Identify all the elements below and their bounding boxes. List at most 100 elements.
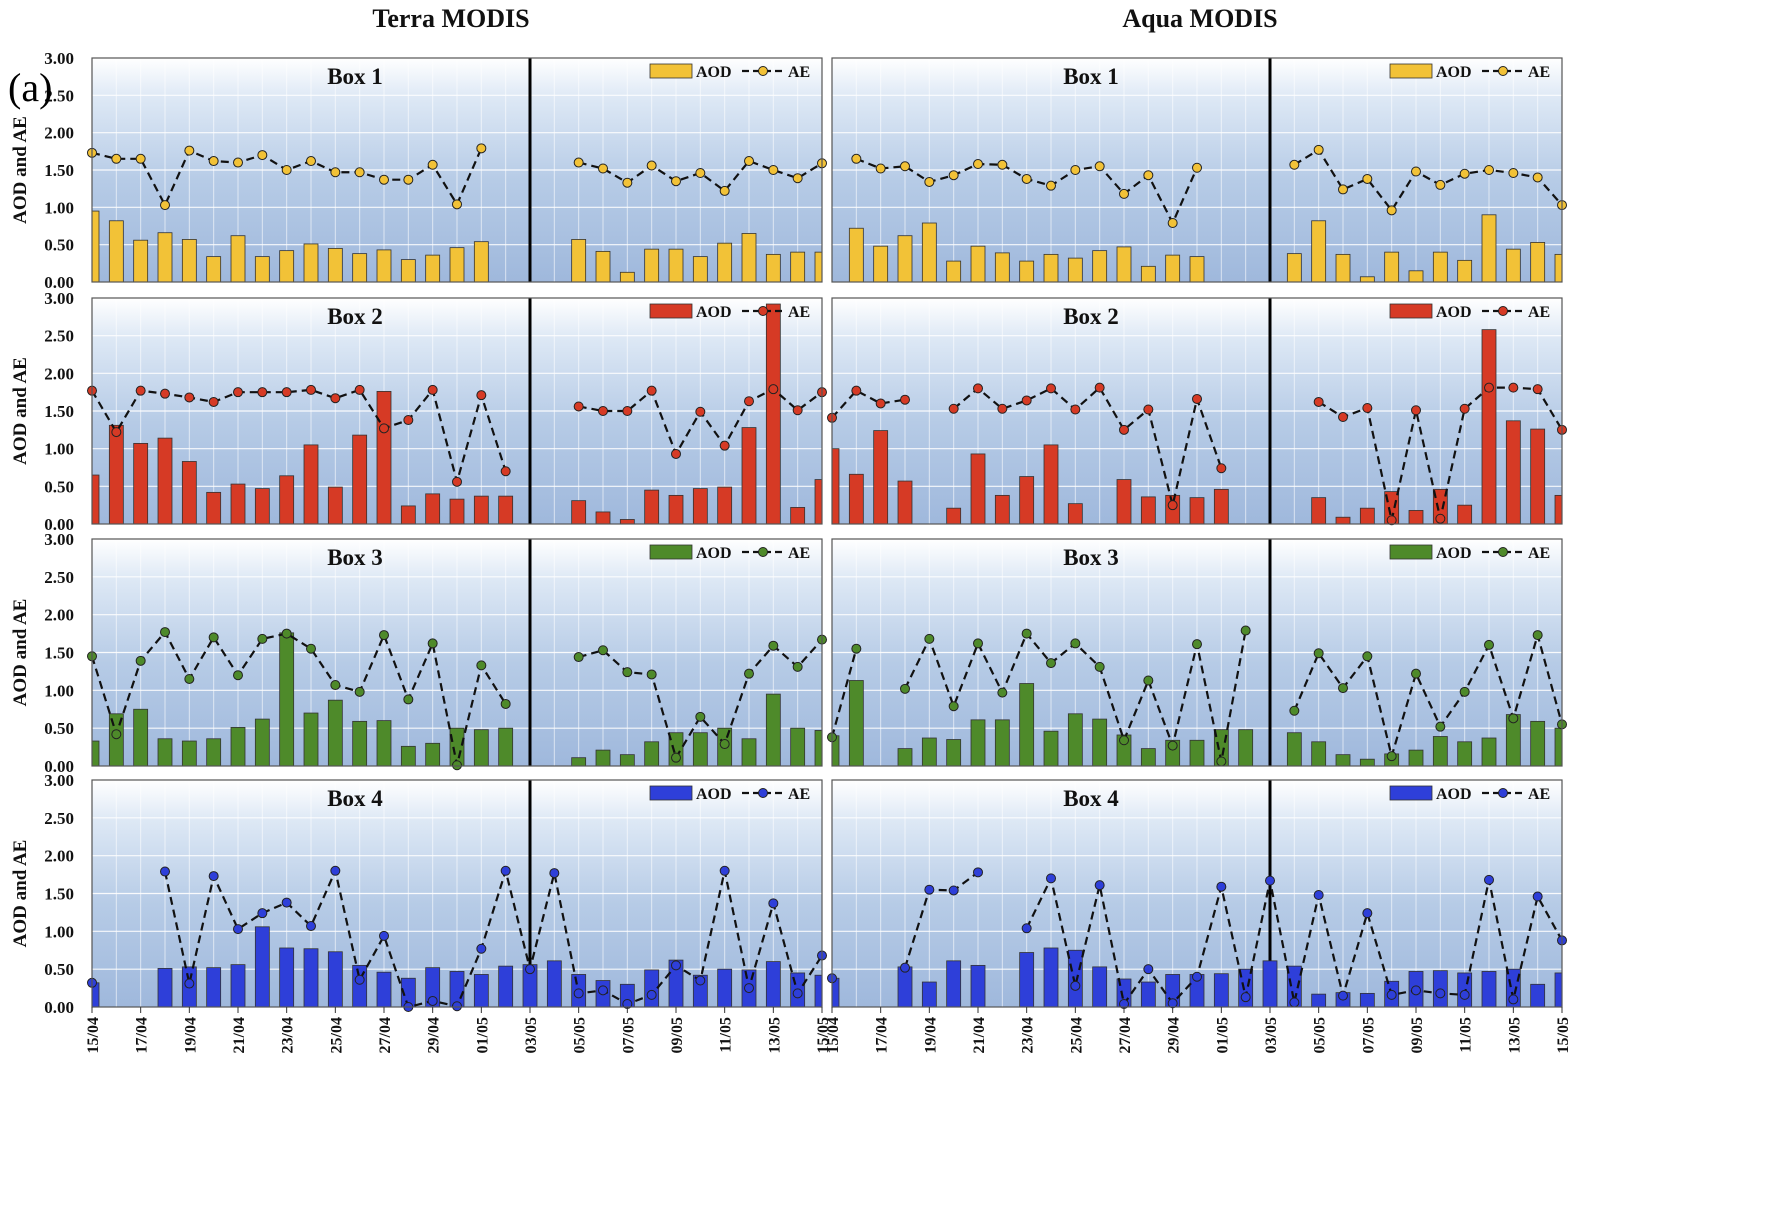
- y-tick-label: 0.50: [44, 960, 74, 979]
- ae-point: [622, 406, 633, 416]
- aod-bar: [994, 719, 1010, 767]
- aod-bar: [376, 249, 392, 283]
- panel-title: Box 1: [327, 64, 383, 89]
- ae-point: [379, 423, 389, 434]
- ae-point: [1484, 165, 1494, 175]
- ae-point: [1216, 756, 1227, 767]
- x-tick-label: 25/04: [328, 1017, 345, 1053]
- ae-point: [208, 871, 219, 882]
- y-tick-label: 3.00: [44, 771, 74, 790]
- ae-point: [1386, 751, 1397, 762]
- ae-point: [427, 995, 438, 1006]
- aod-bar: [897, 480, 913, 525]
- ae-point: [257, 633, 268, 644]
- y-tick-label: 1.50: [44, 885, 74, 904]
- ae-point: [1240, 992, 1251, 1003]
- x-tick-label: 21/04: [231, 1017, 248, 1053]
- ae-point: [354, 974, 365, 985]
- ae-point: [233, 924, 243, 935]
- aod-bar: [644, 969, 660, 1008]
- aod-bar: [108, 424, 124, 525]
- y-tick-label: 2.50: [44, 86, 74, 105]
- x-tick-label: 09/05: [1409, 1017, 1426, 1053]
- ae-point: [851, 385, 862, 396]
- aod-bar: [970, 453, 986, 525]
- plot-frame: [831, 779, 1563, 1008]
- panel-label: (a): [8, 65, 53, 110]
- aod-bar: [1530, 720, 1546, 767]
- aod-bar: [1335, 516, 1351, 525]
- ae-point: [452, 199, 462, 210]
- ae-point: [1143, 404, 1154, 415]
- aod-bar: [790, 507, 806, 525]
- ae-point: [330, 680, 341, 691]
- aod-bar: [619, 754, 635, 767]
- ae-point: [111, 729, 122, 740]
- ae-point: [622, 667, 633, 678]
- ae-line: [1025, 875, 1563, 1007]
- ae-point: [973, 159, 983, 170]
- aod-bar: [498, 495, 514, 525]
- ae-point: [875, 398, 886, 409]
- ae-line: [163, 866, 823, 1009]
- x-tick-label: 15/04: [85, 1017, 102, 1053]
- aod-bar: [157, 232, 173, 283]
- ae-point: [851, 153, 862, 164]
- panel-title: Box 1: [1063, 64, 1119, 89]
- ae-point: [768, 898, 779, 909]
- y-axis-label: AOD and AE: [10, 116, 31, 224]
- ae-point: [1508, 713, 1519, 724]
- ae-point: [744, 668, 754, 679]
- aod-bar: [133, 708, 149, 767]
- aod-bar: [1067, 713, 1083, 767]
- aod-bar: [1408, 270, 1424, 283]
- y-tick-label: 1.50: [44, 644, 74, 663]
- ae-point: [1021, 923, 1032, 934]
- aod-bar: [1189, 497, 1205, 525]
- chart-panel-box-2-terra: Box 2 AOD AE: [87, 297, 827, 525]
- ae-point: [160, 388, 170, 399]
- ae-point: [1313, 396, 1324, 407]
- ae-point: [1338, 990, 1348, 1001]
- aod-bar: [595, 511, 611, 525]
- ae-line: [1293, 631, 1564, 761]
- ae-point: [744, 156, 754, 167]
- aod-bar: [303, 712, 319, 767]
- ae-point: [452, 760, 462, 771]
- ae-point: [1313, 144, 1324, 155]
- ae-point: [257, 150, 268, 161]
- aod-bar: [449, 498, 465, 525]
- ae-point: [1411, 166, 1421, 177]
- ae-point: [306, 921, 316, 932]
- ae-point: [1362, 908, 1373, 919]
- ae-point: [427, 638, 438, 649]
- aod-bar: [352, 720, 368, 767]
- aod-bar: [376, 971, 392, 1008]
- ae-point: [1119, 424, 1129, 435]
- aod-bar: [790, 251, 806, 283]
- ae-point: [719, 185, 730, 196]
- ae-point: [646, 385, 657, 396]
- aod-bar: [1481, 214, 1497, 283]
- aod-bar: [946, 739, 962, 767]
- ae-point: [1338, 683, 1348, 694]
- aod-bar: [1067, 257, 1083, 283]
- chart-panel-box-4-terra: Box 4 AOD AE 15/04 17/04 19/04 21/04 23/04 25/04…: [85, 779, 832, 1053]
- ae-point: [1240, 625, 1251, 636]
- ae-line: [830, 648, 858, 738]
- aod-bar: [108, 220, 124, 283]
- y-tick-label: 0.00: [44, 757, 74, 776]
- plot-frame: [91, 538, 823, 767]
- aod-bar: [848, 227, 864, 283]
- aod-bar: [1286, 732, 1302, 767]
- aod-bar: [571, 757, 587, 767]
- ae-point: [573, 988, 584, 999]
- ae-point: [1435, 721, 1446, 732]
- aod-bar: [279, 947, 295, 1008]
- aod-bar: [1189, 256, 1205, 283]
- aod-bar: [692, 256, 708, 283]
- ae-point: [875, 163, 886, 174]
- aod-bar: [206, 967, 222, 1008]
- ae-point: [1459, 168, 1470, 179]
